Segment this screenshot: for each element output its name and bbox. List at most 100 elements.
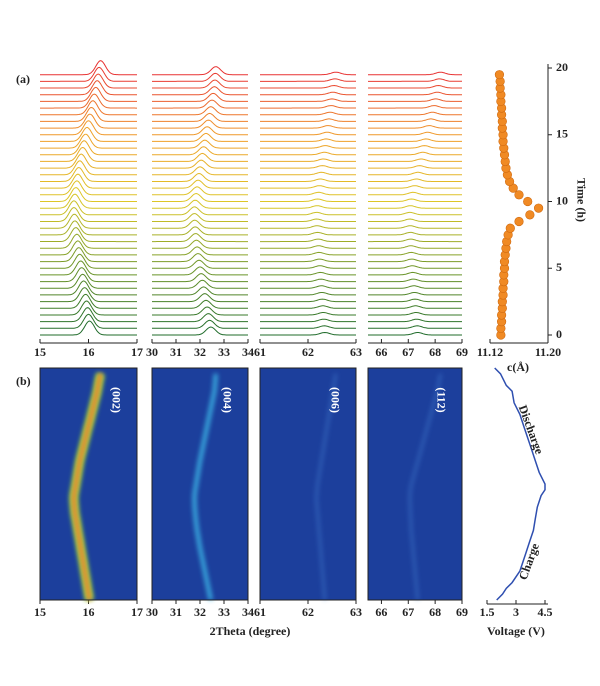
diffraction-curve [152, 166, 248, 176]
diffraction-curve [260, 285, 356, 289]
diffraction-curve [152, 233, 248, 243]
diffraction-curve [260, 171, 356, 176]
diffraction-curve [260, 245, 356, 249]
diffraction-curve [368, 145, 462, 149]
diffraction-curve [152, 72, 248, 82]
x-tick-label: 1.5 [480, 605, 495, 619]
panel-label: (a) [16, 72, 30, 86]
diffraction-curve [368, 332, 462, 336]
diffraction-curve [40, 313, 137, 329]
diffraction-curve [152, 132, 248, 142]
diffraction-curve [368, 271, 462, 276]
x-tick-label: 63 [350, 605, 362, 619]
diffraction-curve [40, 166, 137, 182]
diffraction-curve [260, 258, 356, 263]
x-tick-label: 32 [194, 605, 206, 619]
diffraction-curve [152, 259, 248, 269]
diffraction-curve [368, 225, 462, 229]
x-tick-label: 69 [456, 605, 468, 619]
diffraction-curve [368, 191, 462, 196]
diffraction-curve [152, 139, 248, 149]
diffraction-curve [368, 98, 462, 102]
x-tick-label: 63 [350, 345, 362, 359]
x-tick-label: 30 [146, 345, 158, 359]
diffraction-curve [368, 198, 462, 202]
diffraction-curve [40, 100, 137, 116]
x-axis-label: c(Å) [507, 360, 529, 374]
diffraction-curve [152, 226, 248, 236]
diffraction-curve [260, 98, 356, 102]
diffraction-curve [368, 125, 462, 129]
diffraction-curve [260, 305, 356, 309]
diffraction-curve [40, 206, 137, 222]
diffraction-curve [152, 313, 248, 323]
heatmap-bg [260, 368, 356, 600]
x-tick-label: 15 [34, 345, 46, 359]
voltage-line [494, 367, 546, 601]
diffraction-curve [152, 146, 248, 156]
diffraction-curve [40, 60, 137, 76]
diffraction-curve [40, 260, 137, 276]
x-tick-label: 15 [34, 605, 46, 619]
diffraction-curve [40, 193, 137, 209]
diffraction-curve [152, 159, 248, 169]
annotation: Discharge [516, 403, 547, 457]
heatmap-bg [40, 368, 137, 600]
diffraction-curve [39, 253, 137, 269]
diffraction-curve [368, 312, 462, 316]
x-axis-label: Voltage (V) [487, 624, 545, 638]
diffraction-curve [152, 152, 248, 162]
diffraction-curve [152, 92, 248, 102]
diffraction-curve [40, 86, 137, 102]
heatmap-frame [367, 367, 463, 601]
diffraction-curve [152, 112, 248, 122]
diffraction-curve [260, 325, 356, 329]
diffraction-curve [260, 225, 356, 229]
hkl-label: (112) [434, 387, 448, 412]
diffraction-curve [368, 231, 462, 236]
x-tick-label: 16 [83, 345, 95, 359]
hkl-label: (004) [220, 387, 234, 413]
diffraction-curve [40, 180, 137, 196]
diffraction-curve [40, 227, 137, 243]
diffraction-curve [368, 138, 462, 142]
data-point [514, 190, 524, 200]
x-tick-label: 67 [402, 345, 414, 359]
diffraction-curve [152, 99, 248, 109]
diffraction-curve [152, 206, 248, 216]
x-tick-label: 33 [218, 345, 230, 359]
diffraction-curve [152, 293, 248, 303]
diffraction-curve [368, 245, 462, 249]
diffraction-curve [368, 258, 462, 263]
diffraction-curve [40, 200, 137, 216]
x-tick-label: 66 [375, 345, 387, 359]
diffraction-curve [152, 326, 248, 336]
x-tick-label: 11.12 [477, 345, 503, 359]
y-axis-label: Time (h) [574, 178, 588, 222]
diffraction-curve [368, 218, 462, 222]
x-tick-label: 16 [83, 605, 95, 619]
diffraction-curve [40, 133, 137, 149]
y-tick-label: 20 [556, 60, 568, 74]
diffraction-curve [260, 131, 356, 136]
diffraction-curve [152, 286, 248, 296]
diffraction-curve [40, 80, 137, 96]
heatmap-frame [39, 367, 138, 601]
x-tick-label: 31 [170, 345, 182, 359]
diffraction-curve [368, 118, 462, 122]
diffraction-curve [368, 131, 462, 136]
diffraction-curve [368, 285, 462, 289]
diffraction-curve [260, 265, 356, 269]
diffraction-curve [260, 292, 356, 296]
diffraction-curve [368, 171, 462, 176]
diffraction-curve [40, 146, 137, 162]
data-point [523, 196, 533, 207]
diffraction-curve [368, 71, 462, 76]
x-tick-label: 62 [302, 605, 314, 619]
x-tick-label: 66 [375, 605, 387, 619]
diffraction-curve [368, 325, 462, 329]
diffraction-curve [152, 213, 248, 222]
diffraction-curve [152, 299, 248, 309]
diffraction-curve [152, 273, 248, 283]
x-tick-label: 34 [242, 605, 254, 619]
